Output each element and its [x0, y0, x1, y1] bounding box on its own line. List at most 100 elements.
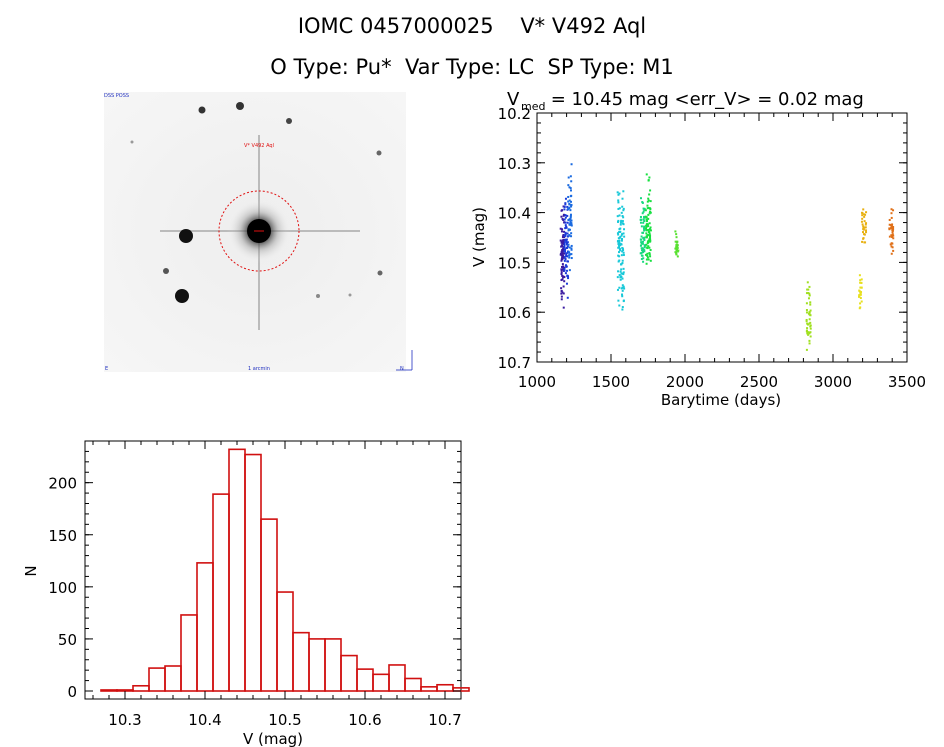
lc-point — [806, 281, 809, 284]
lc-point — [620, 268, 623, 271]
lc-point — [640, 242, 643, 245]
lc-point — [807, 288, 810, 291]
lc-point — [563, 246, 566, 249]
lc-point — [569, 222, 572, 225]
lc-point — [560, 292, 563, 295]
lc-point — [622, 249, 625, 252]
lc-ytick-label: 10.4 — [498, 205, 531, 223]
lc-point — [570, 203, 573, 206]
lc-point — [563, 269, 566, 272]
lc-point — [892, 234, 895, 237]
lc-point — [564, 238, 567, 241]
lc-point — [570, 247, 573, 250]
lc-point — [643, 227, 646, 230]
lc-point — [622, 209, 625, 212]
lc-point — [809, 324, 812, 327]
lc-point — [620, 234, 623, 237]
lc-point — [621, 308, 624, 311]
lc-point — [646, 207, 649, 210]
lc-point — [569, 220, 572, 223]
lc-point — [645, 218, 648, 221]
lc-point — [616, 232, 619, 235]
lc-point — [621, 295, 624, 298]
lc-point — [565, 238, 568, 241]
lc-point — [621, 205, 624, 208]
hist-bar — [292, 631, 310, 692]
lc-point — [646, 247, 649, 250]
lc-ytick-label: 10.3 — [498, 155, 531, 173]
lc-point — [619, 270, 622, 273]
hist-xtick-label: 10.4 — [188, 711, 221, 729]
lc-point — [805, 318, 808, 321]
lc-point — [649, 236, 652, 239]
lc-point — [621, 250, 624, 253]
hist-bar — [196, 562, 214, 692]
lc-point — [617, 201, 620, 204]
lc-point — [809, 335, 812, 338]
lc-point — [617, 254, 620, 257]
lc-ytick-label: 10.7 — [498, 354, 531, 372]
lc-point — [862, 228, 865, 231]
hist-bar — [180, 614, 198, 692]
lc-point — [805, 309, 808, 312]
lc-point — [890, 234, 893, 237]
lc-point — [647, 228, 650, 231]
lc-point — [566, 296, 569, 299]
hist-xlabel: V (mag) — [243, 730, 303, 747]
lc-ylabel: V (mag) — [470, 207, 488, 267]
lc-point — [645, 243, 648, 246]
lc-point — [643, 229, 646, 232]
hist-xtick-label: 10.5 — [268, 711, 301, 729]
hist-bar — [436, 683, 454, 692]
lc-point — [621, 277, 624, 280]
lc-point — [648, 252, 651, 255]
lc-point — [563, 256, 566, 259]
lc-point — [675, 233, 678, 236]
lc-point — [806, 331, 809, 334]
lc-point — [809, 303, 812, 306]
lc-point — [861, 214, 864, 217]
lc-point — [570, 194, 573, 197]
lc-point — [564, 197, 567, 200]
lc-point — [646, 254, 649, 257]
lc-xlabel: Barytime (days) — [661, 391, 781, 409]
lc-point — [561, 228, 564, 231]
lc-point — [860, 300, 863, 303]
lc-point — [563, 230, 566, 233]
lc-point — [569, 187, 572, 190]
lc-point — [643, 207, 646, 210]
lc-point — [643, 245, 646, 248]
lc-point — [865, 222, 868, 225]
lc-point — [570, 253, 573, 256]
lc-point — [642, 237, 645, 240]
lc-point — [562, 205, 565, 208]
lc-point — [565, 243, 568, 246]
lc-point — [618, 230, 621, 233]
lc-point — [560, 244, 563, 247]
lc-point — [563, 276, 566, 279]
lc-point — [568, 269, 571, 272]
lc-point — [565, 239, 568, 242]
lc-point — [564, 216, 567, 219]
lc-point — [890, 252, 893, 255]
lc-point — [561, 268, 564, 271]
lc-point — [641, 201, 644, 204]
lc-point — [863, 233, 866, 236]
lc-point — [566, 221, 569, 224]
lc-point — [865, 231, 868, 234]
lc-point — [560, 298, 563, 301]
lc-point — [864, 226, 867, 229]
lc-point — [569, 228, 572, 231]
lc-point — [805, 320, 808, 323]
lc-point — [646, 219, 649, 222]
hist-ytick-label: 50 — [58, 631, 77, 649]
lc-point — [674, 247, 677, 250]
lc-xtick-label: 3000 — [814, 373, 852, 391]
lc-point — [567, 277, 570, 280]
lc-point — [645, 235, 648, 238]
lc-point — [621, 259, 624, 262]
lc-point — [563, 241, 566, 244]
lc-point — [560, 287, 563, 290]
lc-point — [674, 230, 677, 233]
